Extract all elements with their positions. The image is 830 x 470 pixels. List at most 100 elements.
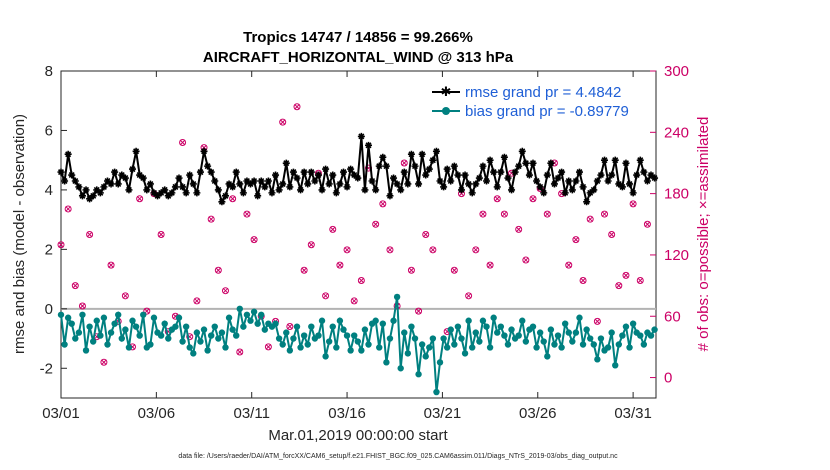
legend-rmse-marker: ✱ [441,84,452,99]
rmse-point [461,171,469,179]
bias-point [393,293,401,301]
obs-assimilated-point [351,298,358,304]
rmse-point [304,180,312,188]
data-file-note: data file: /Users/raeder/DAI/ATM_forcXX/… [178,453,618,460]
bias-point [376,344,383,351]
rmse-point [447,177,455,185]
obs-possible-point [236,348,244,356]
bias-point [215,335,222,342]
rmse-point [204,162,212,170]
bias-point [79,311,86,318]
rmse-point [168,189,176,197]
bias-point [454,323,462,330]
rmse-point [196,168,204,176]
rmse-point [533,177,541,185]
bias-point [290,335,297,342]
rmse-point [254,192,262,200]
bias-point [651,326,658,333]
bias-point [225,314,233,321]
rmse-point [186,171,194,179]
rmse-point [229,183,237,191]
rmse-point [483,177,491,185]
rmse-point [386,192,394,200]
bias-point [443,344,451,351]
obs-assimilated-point [387,246,393,253]
rmse-point [289,168,297,176]
bias-point [469,344,476,351]
obs-possible-point [64,205,72,213]
rmse-point [121,174,129,182]
obs-possible-point [379,200,387,208]
bias-point [390,317,397,324]
rmse-point [575,168,583,176]
obs-possible-point [608,231,616,238]
rmse-point [536,183,544,191]
bias-point [640,341,648,348]
obs-possible-point [57,241,65,249]
rmse-point [390,174,398,182]
bias-point [358,347,365,354]
bias-point [411,335,419,342]
bias-point [258,311,265,318]
bias-point [583,326,590,333]
bias-point [125,344,133,351]
bias-point [297,344,304,351]
legend-bias-marker [442,107,450,115]
bias-point [186,344,193,351]
bias-point [347,347,354,354]
rmse-point [500,153,508,161]
bias-point [272,320,279,327]
rmse-point [382,162,390,170]
bias-point [207,332,215,339]
rmse-point [583,198,591,206]
bias-point [404,350,412,357]
rmse-point [211,177,219,185]
obs-assimilated-point [408,267,415,274]
bias-point [508,326,515,333]
rmse-point [146,180,154,188]
obs-assimilated-point [294,103,300,110]
rmse-point [193,189,201,197]
rmse-point [504,174,512,182]
bias-point [440,335,447,342]
rmse-point [497,168,505,176]
y-right-tick-label: 0 [664,370,672,387]
obs-assimilated-point [544,211,551,217]
rmse-point [400,168,408,176]
obs-assimilated-point [301,267,308,274]
rmse-point [129,165,137,173]
legend-bias-label: bias grand pr = -0.89779 [465,103,629,120]
obs-assimilated-point [86,231,93,238]
obs-possible-point [350,297,358,305]
rmse-point [611,156,619,164]
obs-possible-point [136,195,144,203]
rmse-point [357,132,365,140]
bias-point [383,359,390,366]
obs-assimilated-point [344,246,350,253]
bias-point [89,338,97,345]
bias-point [436,359,444,366]
obs-possible-point [636,276,644,284]
x-tick-label: 03/21 [424,405,462,422]
obs-possible-point [121,292,129,300]
bias-point [304,341,311,348]
rmse-point [93,186,101,194]
obs-assimilated-point [101,359,107,366]
rmse-point [257,177,265,185]
obs-possible-point [186,333,194,341]
obs-assimilated-point [422,231,429,238]
bias-point [157,332,165,339]
bias-point [322,353,329,360]
rmse-point [457,186,465,194]
bias-point [250,308,258,315]
obs-assimilated-point [487,262,493,269]
obs-possible-point [386,246,394,254]
rmse-point [643,177,651,185]
obs-assimilated-point [630,200,636,207]
rmse-point [411,162,419,170]
rmse-point [272,171,280,179]
obs-assimilated-point [494,195,501,202]
rmse-point [336,180,344,188]
bias-point [61,341,68,348]
obs-possible-point [450,266,458,274]
